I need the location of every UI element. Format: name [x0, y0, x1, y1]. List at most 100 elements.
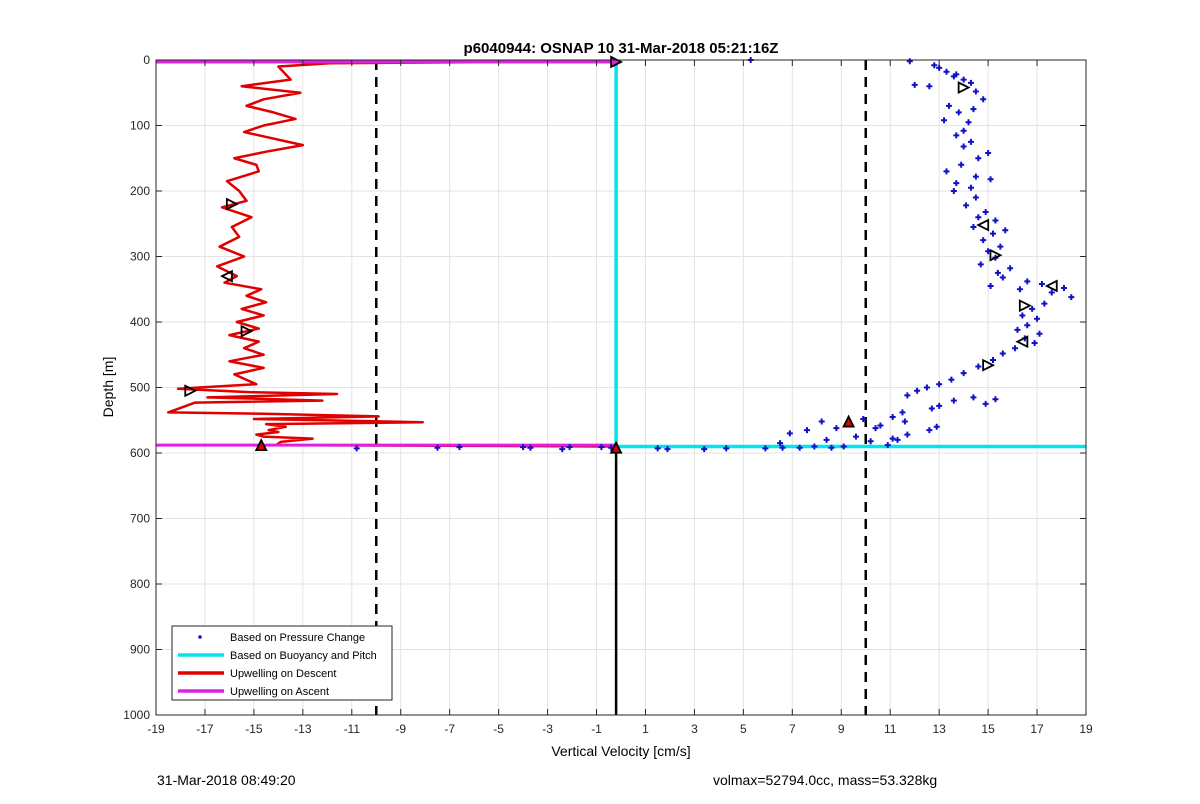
pressure-point [877, 422, 884, 429]
pressure-point [923, 384, 930, 391]
x-tick-label: -3 [542, 722, 553, 736]
x-tick-label: -9 [395, 722, 406, 736]
pressure-point [936, 381, 943, 388]
pressure-point [972, 173, 979, 180]
pressure-point [987, 176, 994, 183]
pressure-point [997, 243, 1004, 250]
pressure-point [860, 415, 867, 422]
pressure-point [786, 430, 793, 437]
pressure-point [804, 427, 810, 434]
legend-symbol [198, 635, 202, 639]
x-tick-label: 1 [642, 722, 649, 736]
triangle-marker [254, 438, 268, 452]
pressure-point [867, 438, 874, 445]
pressure-point [828, 444, 835, 451]
legend-box [171, 625, 393, 701]
legend-label: Upwelling on Ascent [230, 686, 329, 698]
pressure-point [967, 138, 974, 145]
pressure-point [904, 431, 911, 438]
pressure-point [967, 184, 974, 191]
pressure-point [953, 180, 960, 187]
pressure-point [992, 217, 999, 224]
pressure-point [889, 435, 896, 442]
y-tick-label: 300 [130, 250, 150, 264]
pressure-point [945, 102, 952, 109]
triangle-marker [1015, 335, 1029, 349]
pressure-point [963, 202, 970, 209]
pressure-point [559, 446, 566, 453]
pressure-point [1012, 345, 1019, 352]
y-tick-label: 900 [130, 643, 150, 657]
pressure-point [990, 356, 996, 363]
x-tick-label: 17 [1030, 722, 1044, 736]
pressure-point [931, 62, 938, 69]
legend-label: Based on Pressure Change [230, 632, 365, 644]
pressure-point [948, 376, 955, 383]
pressure-point [967, 79, 974, 86]
x-tick-label: -1 [591, 722, 602, 736]
pressure-point [926, 83, 933, 90]
pressure-point [933, 423, 940, 430]
pressure-point [994, 269, 1001, 276]
pressure-point [811, 443, 818, 450]
pressure-point [960, 143, 967, 150]
axes: -19 -17 -15 -13 -11 -9 -7 -5 -3 -1 1 3 5 7 9 11 13 15 17 19… [123, 53, 1093, 736]
pressure-point [723, 445, 730, 452]
pressure-point [889, 413, 896, 420]
pressure-point [972, 88, 979, 95]
triangle-marker [184, 384, 198, 398]
pressure-point [950, 397, 957, 404]
x-tick-label: 3 [691, 722, 698, 736]
pressure-point [970, 394, 977, 401]
pressure-point [872, 425, 879, 432]
series-descent-line [166, 60, 617, 448]
pressure-point [1029, 305, 1036, 312]
y-tick-label: 500 [130, 381, 150, 395]
triangle-marker [842, 414, 856, 428]
pressure-point [434, 444, 441, 451]
pressure-point [999, 350, 1006, 357]
pressure-point [353, 445, 360, 452]
pressure-point [975, 214, 982, 221]
x-tick-label: 19 [1079, 722, 1093, 736]
pressure-point [970, 224, 977, 231]
pressure-point [901, 418, 908, 425]
x-axis-label: Vertical Velocity [cm/s] [551, 743, 690, 759]
pressure-point [823, 436, 830, 443]
x-tick-label: 13 [932, 722, 946, 736]
pressure-point [1038, 281, 1045, 288]
x-tick-label: -17 [196, 722, 214, 736]
triangle-marker [1018, 299, 1032, 313]
y-tick-label: 800 [130, 577, 150, 591]
triangle-marker [609, 440, 623, 454]
triangle-marker [957, 81, 971, 94]
pressure-point [999, 274, 1006, 281]
pressure-point [899, 409, 906, 416]
pressure-point [762, 445, 769, 452]
pressure-point [977, 261, 984, 268]
pressure-point [884, 442, 891, 449]
pressure-point [953, 71, 960, 78]
pressure-point [1041, 300, 1048, 307]
pressure-point [943, 168, 950, 175]
pressure-point [1036, 330, 1043, 337]
pressure-point [1014, 326, 1021, 333]
x-tick-label: 5 [740, 722, 747, 736]
pressure-point [1048, 289, 1055, 296]
pressure-point [987, 282, 994, 289]
pressure-point [985, 150, 992, 157]
pressure-point [1019, 312, 1026, 319]
triangle-marker [976, 218, 990, 232]
triangle-marker [240, 324, 254, 338]
pressure-point [1060, 284, 1067, 291]
pressure-point [777, 440, 784, 447]
pressure-point [965, 119, 972, 126]
pressure-point [970, 106, 977, 113]
pressure-point [953, 132, 960, 139]
triangle-marker [989, 248, 1003, 262]
triangle-marker [982, 358, 996, 372]
pressure-point [911, 81, 918, 88]
pressure-point [818, 418, 825, 425]
footer-volmax-mass: volmax=52794.0cc, mass=53.328kg [713, 772, 938, 788]
pressure-point [980, 96, 987, 103]
